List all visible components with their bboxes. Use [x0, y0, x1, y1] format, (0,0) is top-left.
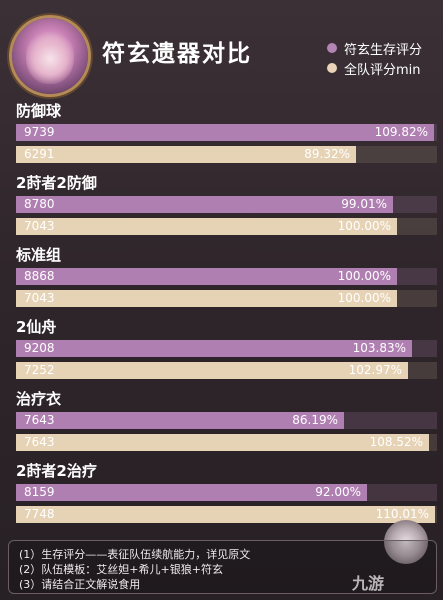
bar-group: 防御球 9739 109.82% 6291 89.32% — [0, 100, 443, 172]
note-2: (2）队伍模板：艾丝妲+希儿+银狼+符玄 — [19, 563, 223, 576]
bar-fill — [16, 340, 412, 357]
team-bar: 7252 102.97% — [16, 362, 437, 379]
score-label: 6291 — [24, 147, 55, 161]
header: 符玄遗器对比 符玄生存评分 全队评分min — [0, 0, 443, 94]
value-label: 100.00% — [337, 291, 391, 305]
value-label: 110.01% — [375, 507, 429, 521]
bar-group: 2仙舟 9208 103.83% 7252 102.97% — [0, 316, 443, 388]
team-bar: 7043 100.00% — [16, 290, 437, 307]
score-label: 8868 — [24, 269, 55, 283]
survival-bar: 7643 86.19% — [16, 412, 437, 429]
bar-fill — [16, 146, 356, 163]
bar-fill — [16, 362, 408, 379]
survival-bar: 8159 92.00% — [16, 484, 437, 501]
team-bar: 7643 108.52% — [16, 434, 437, 451]
value-label: 108.52% — [369, 435, 423, 449]
score-label: 7043 — [24, 219, 55, 233]
score-label: 8780 — [24, 197, 55, 211]
notes-box: (1）生存评分——表征队伍续航能力，详见原文 (2）队伍模板：艾丝妲+希儿+银狼… — [8, 540, 437, 594]
legend-label: 全队评分min — [344, 62, 421, 78]
bar-fill — [16, 434, 429, 451]
value-label: 103.83% — [352, 341, 406, 355]
note-3: (3）请结合正文解说食用 — [19, 578, 141, 591]
value-label: 92.00% — [315, 485, 361, 499]
bar-fill — [16, 290, 397, 307]
score-label: 9208 — [24, 341, 55, 355]
bar-fill — [16, 196, 393, 213]
team-bar: 6291 89.32% — [16, 146, 437, 163]
category-label: 防御球 — [16, 102, 62, 120]
score-label: 7748 — [24, 507, 55, 521]
avatar — [12, 18, 88, 94]
bar-fill — [16, 268, 397, 285]
legend: 符玄生存评分 全队评分min — [327, 38, 422, 78]
legend-label: 符玄生存评分 — [344, 42, 423, 58]
legend-item-team: 全队评分min — [327, 58, 422, 78]
value-label: 109.82% — [374, 125, 428, 139]
bar-fill — [16, 124, 434, 141]
category-label: 2莳者2治疗 — [16, 462, 97, 480]
page-title: 符玄遗器对比 — [102, 41, 252, 67]
category-label: 2仙舟 — [16, 318, 57, 336]
value-label: 86.19% — [292, 413, 338, 427]
bar-fill — [16, 506, 435, 523]
score-label: 9739 — [24, 125, 55, 139]
legend-swatch — [327, 63, 337, 73]
value-label: 100.00% — [337, 219, 391, 233]
note-1: (1）生存评分——表征队伍续航能力，详见原文 — [19, 548, 251, 561]
score-label: 7043 — [24, 291, 55, 305]
value-label: 100.00% — [337, 269, 391, 283]
category-label: 2莳者2防御 — [16, 174, 97, 192]
score-label: 7643 — [24, 435, 55, 449]
bar-fill — [16, 218, 397, 235]
logo-icon — [384, 520, 428, 564]
survival-bar: 9208 103.83% — [16, 340, 437, 357]
survival-bar: 9739 109.82% — [16, 124, 437, 141]
team-bar: 7748 110.01% — [16, 506, 437, 523]
survival-bar: 8868 100.00% — [16, 268, 437, 285]
bar-group: 标准组 8868 100.00% 7043 100.00% — [0, 244, 443, 316]
team-bar: 7043 100.00% — [16, 218, 437, 235]
category-label: 治疗衣 — [16, 390, 62, 408]
score-label: 7643 — [24, 413, 55, 427]
value-label: 102.97% — [348, 363, 402, 377]
legend-item-survival: 符玄生存评分 — [327, 38, 422, 58]
bar-fill — [16, 412, 344, 429]
bar-group: 治疗衣 7643 86.19% 7643 108.52% — [0, 388, 443, 460]
category-label: 标准组 — [16, 246, 62, 264]
value-label: 99.01% — [341, 197, 387, 211]
survival-bar: 8780 99.01% — [16, 196, 437, 213]
value-label: 89.32% — [304, 147, 350, 161]
bar-fill — [16, 484, 367, 501]
score-label: 7252 — [24, 363, 55, 377]
bar-group: 2莳者2治疗 8159 92.00% 7748 110.01% — [0, 460, 443, 532]
legend-swatch — [327, 43, 337, 53]
score-label: 8159 — [24, 485, 55, 499]
bar-group: 2莳者2防御 8780 99.01% 7043 100.00% — [0, 172, 443, 244]
watermark: 九游 — [352, 574, 385, 593]
